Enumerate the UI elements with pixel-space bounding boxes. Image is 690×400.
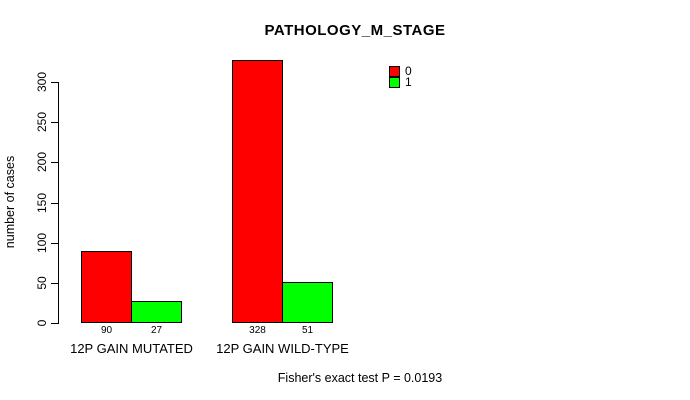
y-axis-tick-label: 300 <box>35 71 49 93</box>
y-axis-tick <box>51 323 58 324</box>
y-axis-tick <box>51 283 58 284</box>
x-category-label: 12P GAIN MUTATED <box>70 341 193 356</box>
bar-value-label: 90 <box>100 325 113 336</box>
bar-value-label: 27 <box>150 325 163 336</box>
legend-label: 0 <box>405 64 412 78</box>
y-axis-label: number of cases <box>3 155 17 249</box>
y-axis-line <box>58 82 59 324</box>
legend-swatch-1 <box>389 77 400 88</box>
bar-0 <box>81 251 132 323</box>
legend-label: 1 <box>405 75 412 89</box>
y-axis-tick-label: 50 <box>35 276 49 290</box>
stat-test-footnote: Fisher's exact test P = 0.0193 <box>277 371 443 385</box>
y-axis-tick-label: 200 <box>35 151 49 173</box>
y-axis-tick-label: 150 <box>35 192 49 214</box>
y-axis-tick <box>51 82 58 83</box>
y-axis-tick <box>51 203 58 204</box>
bar-0 <box>232 60 283 323</box>
y-axis-tick <box>51 162 58 163</box>
x-category-label: 12P GAIN WILD-TYPE <box>216 341 349 356</box>
bar-value-label: 51 <box>301 325 314 336</box>
y-axis-tick-label: 250 <box>35 111 49 133</box>
chart-title: PATHOLOGY_M_STAGE <box>264 22 446 39</box>
bar-1 <box>131 301 182 323</box>
y-axis-tick <box>51 243 58 244</box>
y-axis-tick-label: 0 <box>35 319 49 327</box>
legend-item: 0 <box>389 64 412 78</box>
bar-value-label: 328 <box>249 325 266 336</box>
y-axis-tick-label: 100 <box>35 232 49 254</box>
legend-swatch-0 <box>389 66 400 77</box>
legend-item: 1 <box>389 75 412 89</box>
y-axis-tick <box>51 122 58 123</box>
bar-1 <box>282 282 333 323</box>
